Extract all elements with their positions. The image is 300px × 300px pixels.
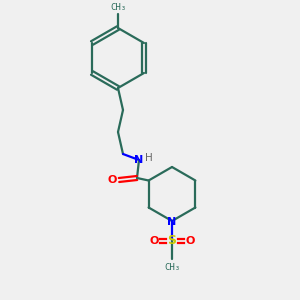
Text: H: H <box>145 153 153 163</box>
Text: CH₃: CH₃ <box>164 263 180 272</box>
Text: CH₃: CH₃ <box>110 3 126 12</box>
Text: O: O <box>149 236 159 246</box>
Text: O: O <box>107 175 117 185</box>
Text: S: S <box>167 235 176 248</box>
Text: N: N <box>134 155 144 165</box>
Text: O: O <box>185 236 195 246</box>
Text: N: N <box>167 217 177 227</box>
